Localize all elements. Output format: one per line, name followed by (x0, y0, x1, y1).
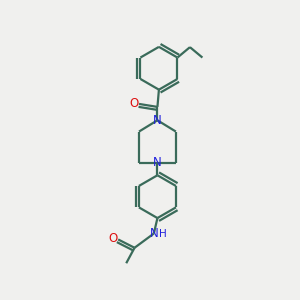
Text: O: O (129, 97, 139, 110)
Text: O: O (108, 232, 118, 245)
Text: H: H (160, 229, 167, 239)
Text: N: N (153, 156, 162, 169)
Text: N: N (153, 114, 162, 127)
Text: N: N (149, 227, 158, 240)
